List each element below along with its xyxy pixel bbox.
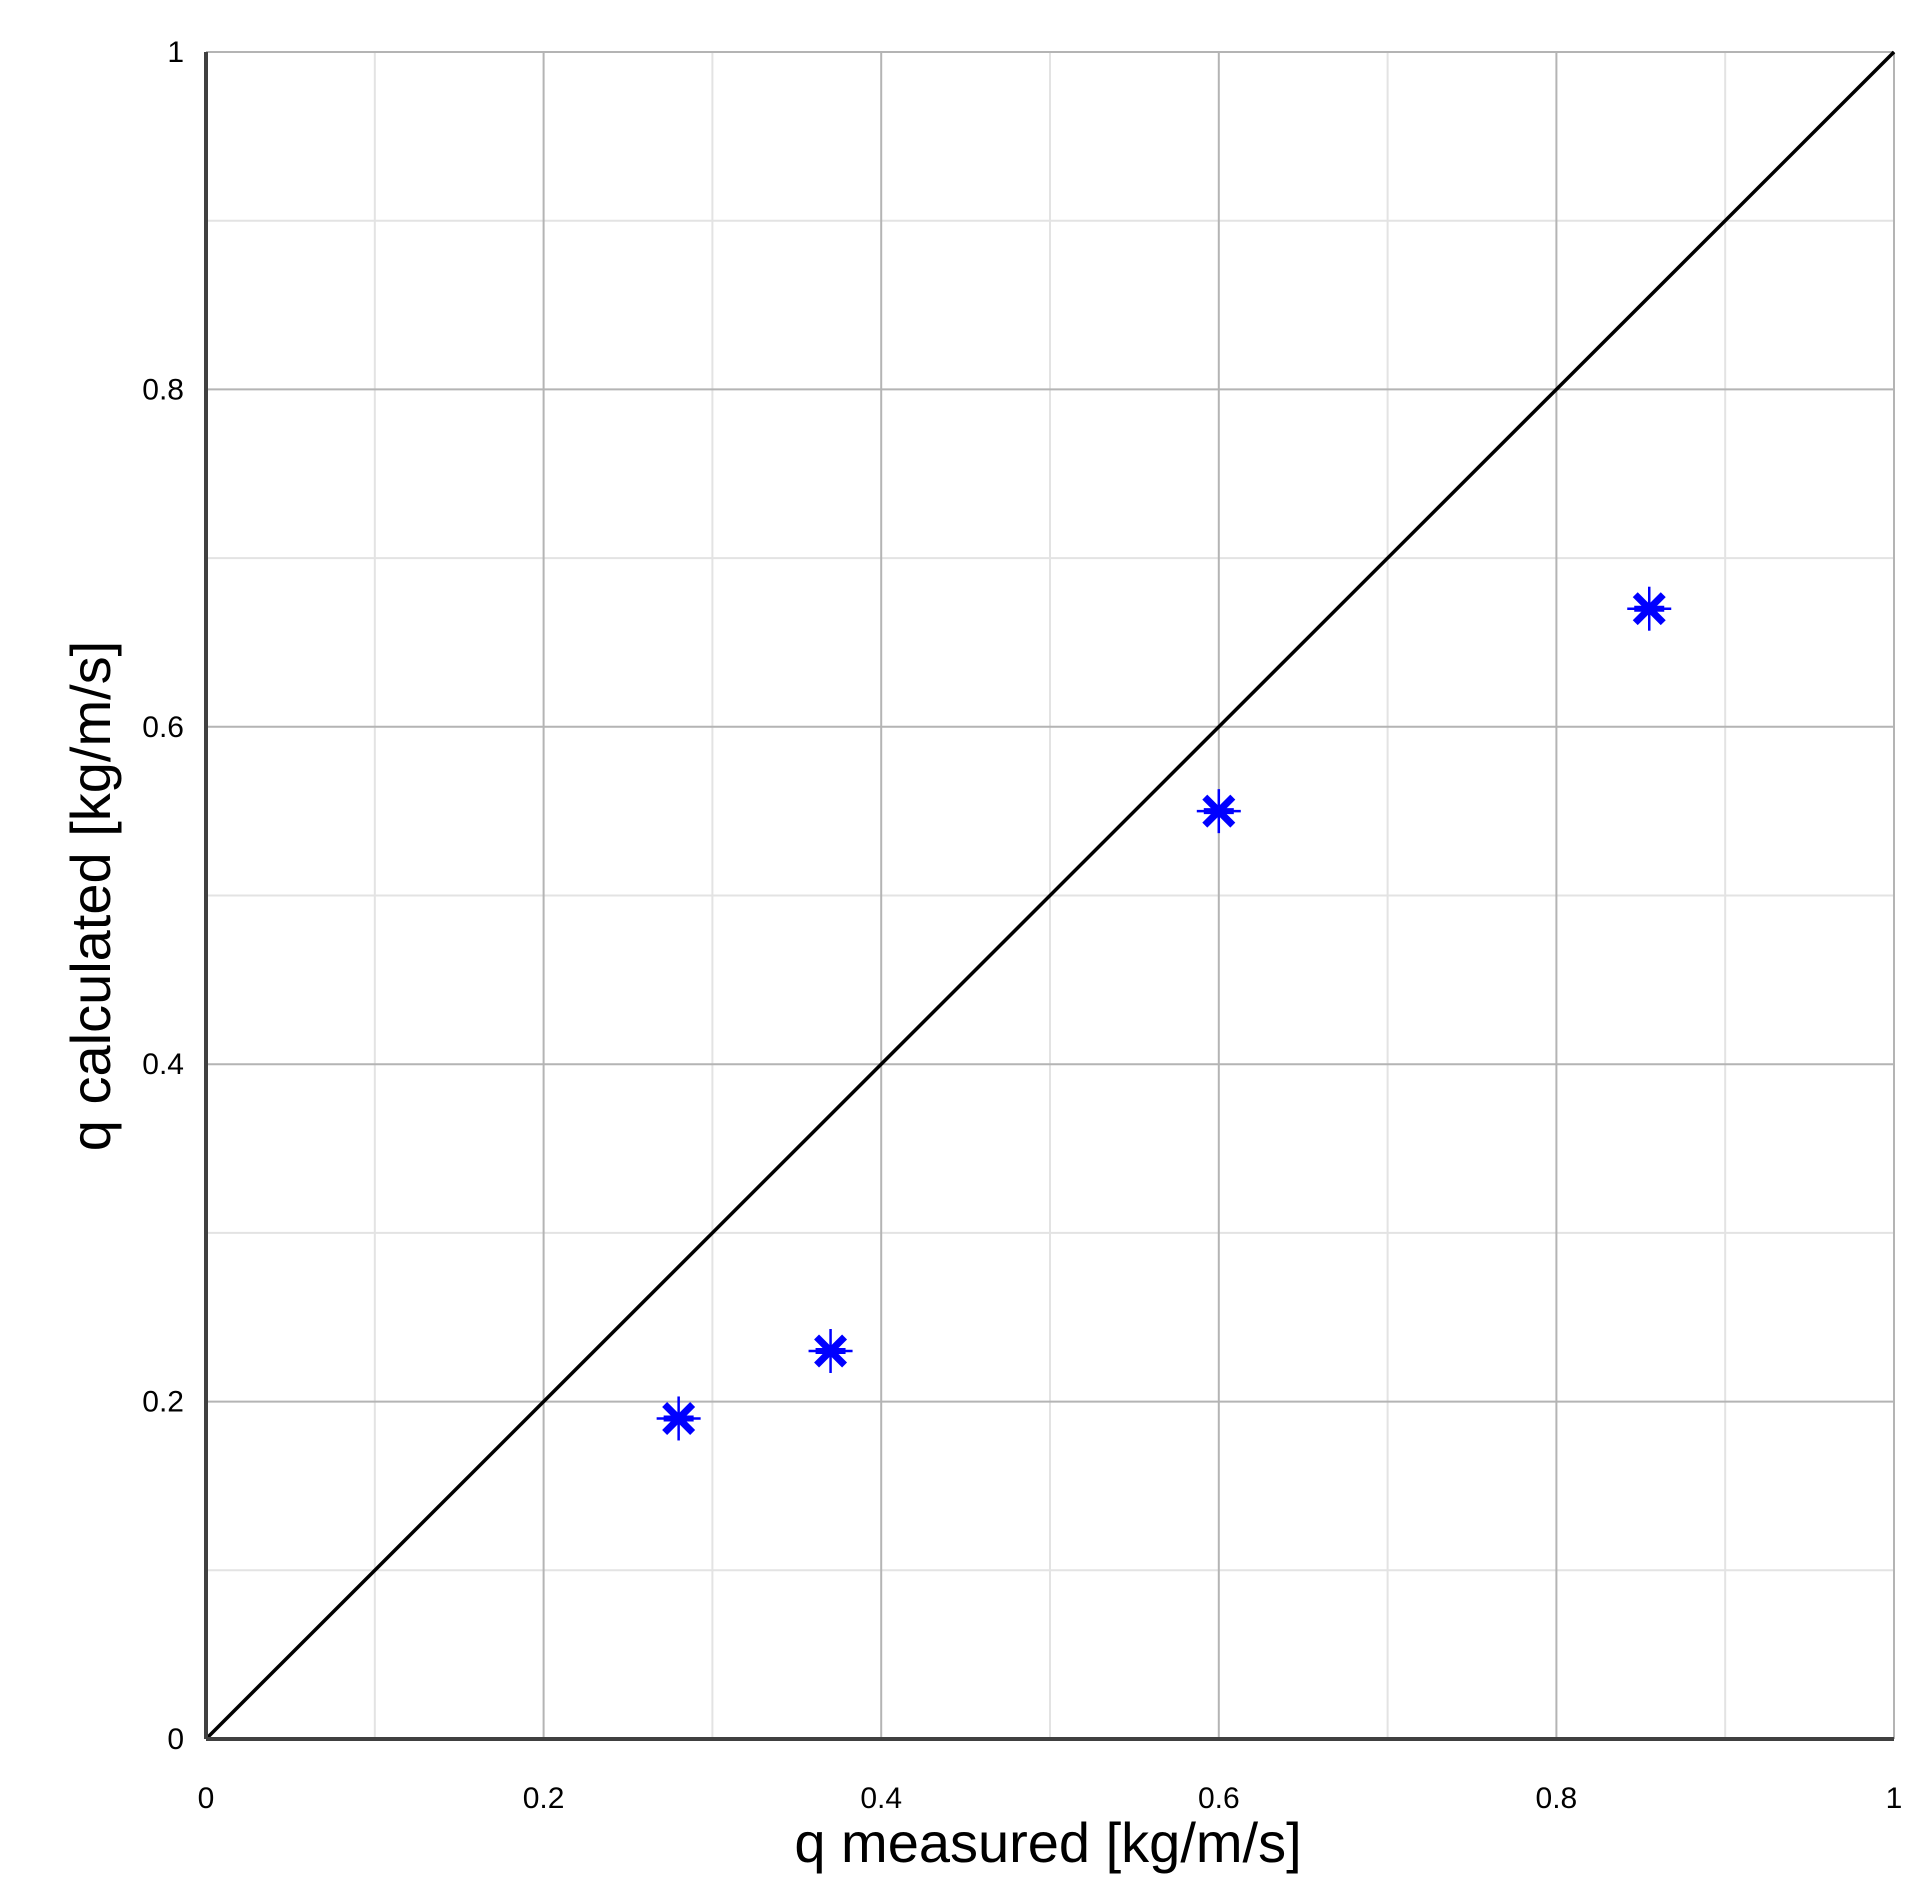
x-tick-label: 0.2	[523, 1782, 565, 1815]
y-tick-label: 0.6	[142, 711, 184, 744]
data-point	[808, 1328, 853, 1373]
data-points	[656, 586, 1672, 1441]
x-tick-label: 0	[198, 1782, 215, 1815]
x-tick-label: 0.6	[1198, 1782, 1240, 1815]
y-tick-label: 0.2	[142, 1386, 184, 1419]
y-tick-label: 0.8	[142, 373, 184, 406]
y-axis-title: q calculated [kg/m/s]	[59, 641, 122, 1151]
data-point	[1196, 789, 1241, 834]
x-tick-label: 0.4	[860, 1782, 902, 1815]
reference-line	[204, 50, 1896, 1741]
y-tick-label: 1	[167, 36, 184, 69]
y-tick-label: 0	[167, 1723, 184, 1756]
axes	[204, 52, 1894, 1741]
y-tick-labels: 0 0.2 0.4 0.6 0.8 1	[142, 36, 184, 1756]
reference-line-group	[204, 50, 1896, 1741]
y-tick-label: 0.4	[142, 1048, 184, 1081]
x-tick-label: 0.8	[1536, 1782, 1578, 1815]
data-point	[656, 1396, 701, 1441]
data-point	[1627, 586, 1672, 631]
x-tick-label: 1	[1886, 1782, 1903, 1815]
x-axis-title: q measured [kg/m/s]	[794, 1811, 1301, 1874]
x-tick-labels: 0 0.2 0.4 0.6 0.8 1	[198, 1782, 1903, 1815]
